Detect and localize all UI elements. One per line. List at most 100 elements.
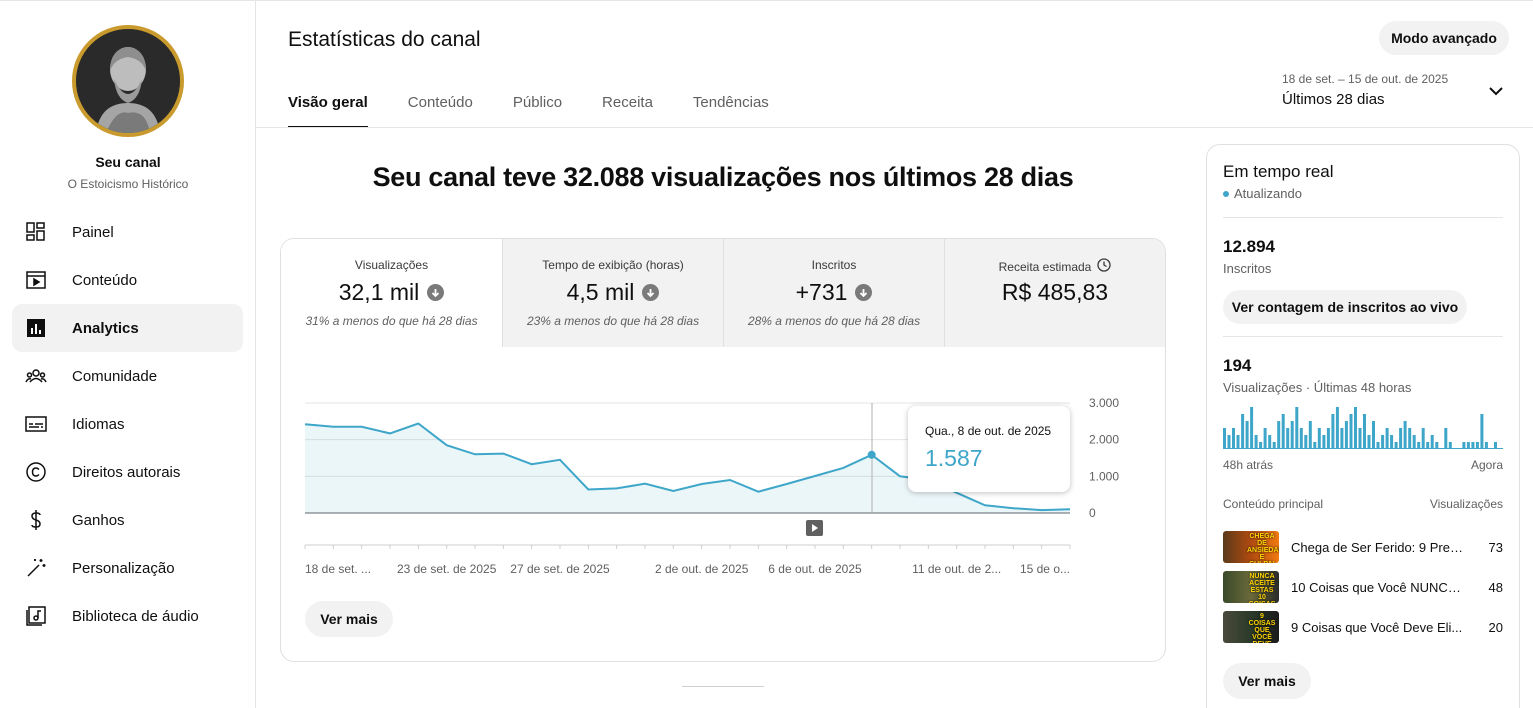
realtime-bar [1308, 421, 1312, 449]
realtime-bar [1399, 428, 1403, 449]
realtime-bar [1484, 442, 1488, 449]
header-divider [256, 127, 1533, 128]
community-icon [24, 364, 48, 388]
divider [1223, 336, 1503, 337]
play-marker-icon[interactable] [806, 520, 823, 536]
realtime-bar [1313, 442, 1317, 449]
realtime-bar [1390, 435, 1394, 449]
x-tick-label: 18 de set. ... [305, 562, 371, 576]
video-thumbnail: NUNCA ACEITE ESTAS 10 COISAS DE NINGUÉM [1223, 571, 1279, 603]
realtime-bar [1417, 442, 1421, 449]
sidebar-item-painel[interactable]: Painel [12, 208, 243, 256]
sidebar-item-biblioteca-de-audio[interactable]: Biblioteca de áudio [12, 592, 243, 640]
chart-tooltip: Qua., 8 de out. de 2025 1.587 [908, 406, 1070, 492]
tab-visao-geral[interactable]: Visão geral [288, 84, 368, 128]
realtime-bar [1444, 428, 1448, 449]
live-subscriber-count-button[interactable]: Ver contagem de inscritos ao vivo [1223, 290, 1467, 324]
sidebar-item-label: Direitos autorais [72, 463, 181, 481]
tab-receita[interactable]: Receita [602, 94, 653, 111]
bar-chart-end-label: Agora [1470, 458, 1503, 472]
metric-value-row: 4,5 mil [503, 279, 723, 306]
top-divider [0, 0, 1533, 1]
realtime-see-more-button[interactable]: Ver mais [1223, 663, 1311, 699]
realtime-bar [1358, 428, 1362, 449]
realtime-bar [1331, 414, 1335, 449]
y-tick-label: 0 [1089, 506, 1096, 520]
realtime-bar [1245, 421, 1249, 449]
metric-views[interactable]: Visualizações 32,1 mil 31% a menos do qu… [281, 239, 502, 347]
tab-conteudo[interactable]: Conteúdo [407, 94, 473, 111]
realtime-bar [1299, 428, 1303, 449]
channel-handle: O Estoicismo Histórico [67, 177, 189, 191]
metric-label-row: Receita estimada [945, 258, 1165, 275]
content-icon [24, 268, 48, 292]
metric-value-row: 32,1 mil [281, 279, 502, 306]
x-tick-label: 2 de out. de 2025 [655, 562, 749, 576]
tab-publico[interactable]: Público [512, 94, 563, 111]
realtime-bar [1322, 435, 1326, 449]
realtime-subscribers-label: Inscritos [1223, 261, 1272, 276]
realtime-bar [1223, 428, 1226, 449]
hover-point[interactable] [867, 450, 876, 459]
realtime-bar [1263, 428, 1267, 449]
realtime-bar-chart[interactable] [1223, 407, 1503, 449]
see-more-button[interactable]: Ver mais [305, 601, 393, 637]
realtime-bar [1408, 428, 1412, 449]
realtime-bar [1367, 435, 1371, 449]
date-range-text[interactable]: 18 de set. – 15 de out. de 2025 [1282, 72, 1449, 86]
realtime-views-label: Visualizações · Últimas 48 horas [1223, 380, 1412, 395]
sidebar-item-ganhos[interactable]: Ganhos [12, 496, 243, 544]
advanced-mode-button[interactable]: Modo avançado [1379, 21, 1509, 55]
thumbnail-text: NUNCA ACEITE ESTAS 10 COISAS DE NINGUÉM [1249, 573, 1276, 603]
top-content-row[interactable]: NUNCA ACEITE ESTAS 10 COISAS DE NINGUÉM … [1223, 570, 1503, 604]
realtime-bar [1236, 435, 1240, 449]
tooltip-date: Qua., 8 de out. de 2025 [925, 424, 1052, 438]
realtime-bar [1372, 421, 1375, 449]
sidebar-item-direitos-autorais[interactable]: Direitos autorais [12, 448, 243, 496]
top-content-row[interactable]: CHEGA DE ANSIEDADE E CULPA! Chega de Ser… [1223, 530, 1503, 564]
chevron-down-icon[interactable] [1486, 84, 1506, 105]
metric-watch-time[interactable]: Tempo de exibição (horas) 4,5 mil 23% a … [502, 239, 723, 347]
metric-label: Tempo de exibição (horas) [542, 258, 684, 272]
tab-tendencias[interactable]: Tendências [692, 94, 769, 111]
sidebar-item-comunidade[interactable]: Comunidade [12, 352, 243, 400]
x-tick-label: 27 de set. de 2025 [510, 562, 610, 576]
scroll-indicator [682, 686, 764, 687]
summary-headline: Seu canal teve 32.088 visualizações nos … [372, 162, 1074, 192]
sidebar-item-analytics[interactable]: Analytics [12, 304, 243, 352]
realtime-bar [1286, 428, 1290, 449]
sidebar-nav: Painel Conteúdo Analytics Comunidade [12, 208, 243, 640]
video-thumbnail: CHEGA DE ANSIEDADE E CULPA! [1223, 531, 1279, 563]
video-views: 73 [1488, 539, 1503, 555]
sidebar-item-conteudo[interactable]: Conteúdo [12, 256, 243, 304]
dollar-icon [24, 508, 48, 532]
audio-library-icon [24, 604, 48, 628]
overview-card: Visualizações 32,1 mil 31% a menos do qu… [280, 238, 1166, 662]
channel-name: Seu canal [95, 154, 161, 170]
realtime-bar [1381, 435, 1385, 449]
metric-value-row: +731 [724, 279, 944, 306]
metric-label: Inscritos [811, 258, 857, 272]
realtime-bar [1281, 414, 1285, 449]
metric-subscribers[interactable]: Inscritos +731 28% a menos do que há 28 … [723, 239, 944, 347]
realtime-bar [1268, 435, 1272, 449]
page-title: Estatísticas do canal [288, 28, 481, 51]
metric-revenue[interactable]: Receita estimada R$ 485,83 [944, 239, 1165, 347]
realtime-bar [1412, 435, 1416, 449]
video-views: 20 [1488, 619, 1503, 635]
live-dot-icon [1223, 190, 1229, 197]
date-range-label[interactable]: Últimos 28 dias [1282, 91, 1385, 108]
realtime-bar [1241, 414, 1245, 449]
sidebar-item-personalizacao[interactable]: Personalização [12, 544, 243, 592]
top-content-row[interactable]: 9 COISAS QUE VOCÊ DEVE ELIMINAR Em silên… [1223, 610, 1503, 644]
realtime-bar [1227, 435, 1231, 449]
metric-comparison: 23% a menos do que há 28 dias [526, 314, 700, 328]
y-tick-label: 2.000 [1089, 433, 1119, 447]
channel-avatar[interactable] [72, 25, 184, 137]
metric-value-row: R$ 485,83 [945, 279, 1165, 306]
realtime-bar [1340, 428, 1344, 449]
sidebar-item-idiomas[interactable]: Idiomas [12, 400, 243, 448]
realtime-bar [1295, 407, 1299, 449]
sidebar-item-label: Painel [72, 223, 114, 241]
